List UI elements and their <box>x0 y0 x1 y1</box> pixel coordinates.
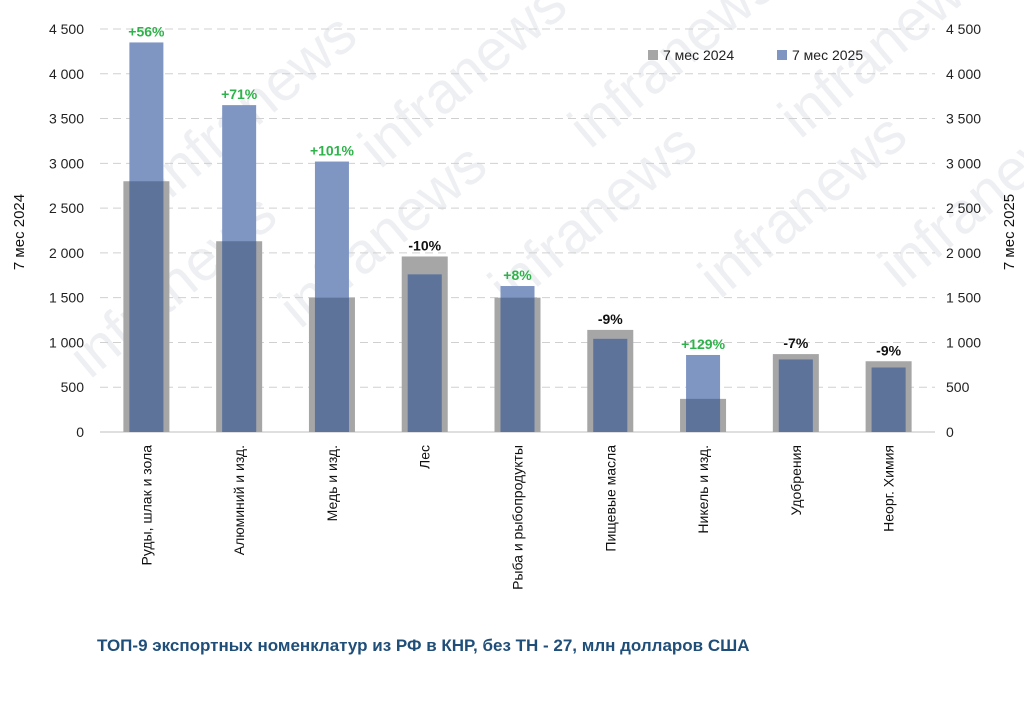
bars <box>123 42 912 432</box>
change-label: -9% <box>876 342 901 358</box>
category-label: Никель и изд. <box>695 445 711 534</box>
bar-overlap <box>593 338 628 432</box>
left-tick-label: 1 500 <box>49 290 84 306</box>
left-tick-label: 2 000 <box>49 245 84 261</box>
category-label: Руды, шлак и зола <box>138 445 154 566</box>
left-tick-label: 2 500 <box>49 200 84 216</box>
right-tick-label: 1 000 <box>946 334 981 350</box>
change-label: +8% <box>503 267 532 283</box>
bar-overlap <box>500 297 535 432</box>
chart-caption: ТОП-9 экспортных номенклатур из РФ в КНР… <box>97 636 750 655</box>
change-label: +129% <box>681 336 726 352</box>
category-label: Медь и изд. <box>324 445 340 521</box>
change-label: -7% <box>783 335 808 351</box>
bar-overlap <box>686 398 721 432</box>
left-tick-label: 3 500 <box>49 111 84 127</box>
left-y-axis-ticks: 0 500 1 000 1 500 2 000 2 500 3 000 3 500 4 000 4… <box>49 21 84 440</box>
legend-label-2024: 7 мес 2024 <box>663 47 734 63</box>
category-label: Алюминий и изд. <box>231 445 247 555</box>
bar-overlap <box>222 241 257 432</box>
change-label: -10% <box>408 237 441 253</box>
category-label: Лес <box>417 445 433 469</box>
bar-overlap <box>407 274 442 432</box>
change-label: +101% <box>310 143 355 159</box>
right-axis-title: 7 мес 2025 <box>1001 194 1018 270</box>
legend-label-2025: 7 мес 2025 <box>792 47 863 63</box>
legend-swatch-2025 <box>777 50 787 60</box>
bar-overlap <box>871 367 906 432</box>
category-labels: Руды, шлак и зола Алюминий и изд. Медь и и… <box>138 445 896 590</box>
right-tick-label: 2 000 <box>946 245 981 261</box>
change-label: +71% <box>221 86 258 102</box>
left-tick-label: 3 000 <box>49 155 84 171</box>
category-label: Пищевые масла <box>602 445 618 552</box>
right-tick-label: 0 <box>946 424 954 440</box>
left-tick-label: 0 <box>76 424 84 440</box>
right-tick-label: 1 500 <box>946 290 981 306</box>
change-labels: +56% +71% +101% -10% +8% -9% +129% -7% -9% <box>128 23 901 358</box>
bar-overlap <box>314 297 349 432</box>
right-tick-label: 4 000 <box>946 66 981 82</box>
right-y-axis-ticks: 0 500 1 000 1 500 2 000 2 500 3 000 3 500 4 000 4… <box>946 21 981 440</box>
left-tick-label: 500 <box>61 379 85 395</box>
category-label: Удобрения <box>788 445 804 515</box>
left-axis-title: 7 мес 2024 <box>11 194 28 270</box>
left-tick-label: 1 000 <box>49 334 84 350</box>
right-tick-label: 4 500 <box>946 21 981 37</box>
left-tick-label: 4 000 <box>49 66 84 82</box>
right-tick-label: 2 500 <box>946 200 981 216</box>
bar-overlap <box>129 181 164 432</box>
category-label: Рыба и рыбопродукты <box>510 445 526 590</box>
right-tick-label: 3 500 <box>946 111 981 127</box>
legend-swatch-2024 <box>648 50 658 60</box>
change-label: +56% <box>128 23 165 39</box>
right-tick-label: 3 000 <box>946 155 981 171</box>
change-label: -9% <box>598 311 623 327</box>
bar-overlap <box>778 359 813 432</box>
legend: 7 мес 2024 7 мес 2025 <box>648 47 863 63</box>
right-tick-label: 500 <box>946 379 970 395</box>
category-label: Неорг. Химия <box>881 445 897 532</box>
left-tick-label: 4 500 <box>49 21 84 37</box>
